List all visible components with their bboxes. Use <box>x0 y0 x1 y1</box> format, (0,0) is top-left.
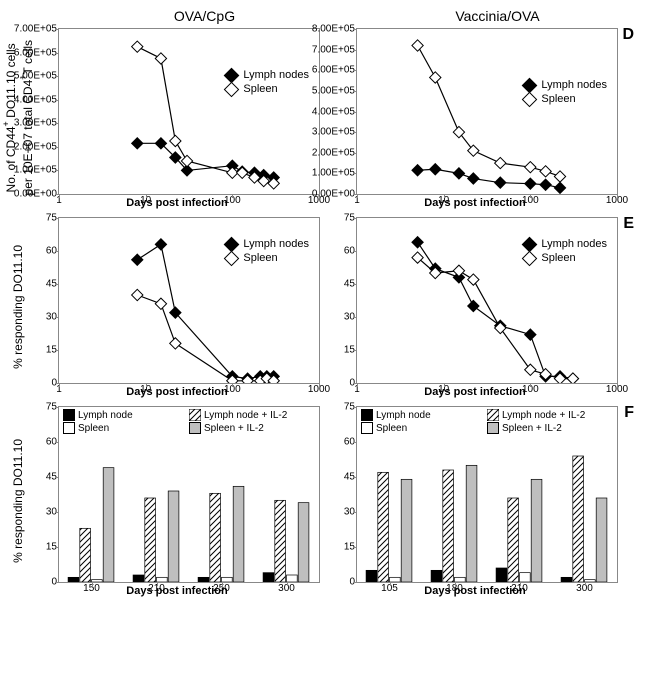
ytick: 7.00E+05 <box>14 24 59 35</box>
legend-lymph: Lymph nodes <box>522 238 607 250</box>
legend: Lymph nodes Spleen <box>522 79 607 107</box>
col-header-left: OVA/CpG <box>65 8 345 24</box>
legend-lnil2: Lymph node + IL-2 <box>487 409 613 421</box>
bar-legend: Lymph node Lymph node + IL-2SpleenSpleen… <box>361 409 613 435</box>
plot-D: 0.00E+001.00E+052.00E+053.00E+054.00E+05… <box>356 28 618 195</box>
ytick: 0.00E+00 <box>14 189 59 200</box>
row-3: % responding DO11.10 C 01530456075150210… <box>8 404 644 597</box>
legend-lnil2: Lymph node + IL-2 <box>189 409 315 421</box>
ytick: 6.00E+05 <box>312 65 357 76</box>
legend-spil2: Spleen + IL-2 <box>189 422 315 434</box>
ytick: 8.00E+05 <box>312 24 357 35</box>
legend-ln: Lymph node <box>63 409 189 421</box>
ytick: 5.00E+05 <box>312 85 357 96</box>
ytick: 3.00E+05 <box>312 127 357 138</box>
legend-sp: Spleen <box>63 422 189 434</box>
column-headers: OVA/CpG Vaccinia/OVA <box>8 8 644 24</box>
plot-B: 015304560751101001000Lymph nodesSpleen <box>58 217 320 384</box>
legend-lymph: Lymph nodes <box>224 238 309 250</box>
plot-E: 015304560751101001000Lymph nodesSpleen <box>356 217 618 384</box>
col-header-right: Vaccinia/OVA <box>358 8 638 24</box>
ylabel-r2: % responding DO11.10 <box>11 245 25 369</box>
legend: Lymph nodes Spleen <box>522 238 607 266</box>
legend: Lymph nodes Spleen <box>224 238 309 266</box>
legend-spleen: Spleen <box>522 252 607 264</box>
panel-E: E 015304560751101001000Lymph nodesSpleen… <box>326 215 624 398</box>
panel-A: A 0.00E+001.00E+052.00E+053.00E+054.00E+… <box>28 26 326 209</box>
panel-letter-E: E <box>623 215 634 233</box>
legend-spleen: Spleen <box>224 252 309 264</box>
ytick: 1.00E+05 <box>312 168 357 179</box>
ytick: 0.00E+00 <box>312 189 357 200</box>
ytick: 5.00E+05 <box>14 71 59 82</box>
plot-C: 01530456075150210250300 Lymph node Lymph… <box>58 406 320 583</box>
ytick: 7.00E+05 <box>312 44 357 55</box>
bar-legend: Lymph node Lymph node + IL-2SpleenSpleen… <box>63 409 315 435</box>
legend-spil2: Spleen + IL-2 <box>487 422 613 434</box>
plot-A: 0.00E+001.00E+052.00E+053.00E+054.00E+05… <box>58 28 320 195</box>
panel-F: F 01530456075105180210300 Lymph node Lym… <box>326 404 624 597</box>
panel-letter-D: D <box>622 26 634 44</box>
legend-lymph: Lymph nodes <box>522 79 607 91</box>
panel-letter-F: F <box>624 404 634 422</box>
legend: Lymph nodes Spleen <box>224 69 309 97</box>
ylabel-r3: % responding DO11.10 <box>11 439 25 563</box>
ytick: 6.00E+05 <box>14 47 59 58</box>
ytick: 2.00E+05 <box>14 141 59 152</box>
legend-sp: Spleen <box>361 422 487 434</box>
ytick: 1.00E+05 <box>14 165 59 176</box>
ytick: 2.00E+05 <box>312 147 357 158</box>
plot-F: 01530456075105180210300 Lymph node Lymph… <box>356 406 618 583</box>
panel-C: C 01530456075150210250300 Lymph node Lym… <box>28 404 326 597</box>
figure: OVA/CpG Vaccinia/OVA No. of CD44+ DO11.1… <box>8 8 644 603</box>
legend-spleen: Spleen <box>522 93 607 105</box>
legend-ln: Lymph node <box>361 409 487 421</box>
ytick: 3.00E+05 <box>14 118 59 129</box>
legend-lymph: Lymph nodes <box>224 69 309 81</box>
row-1: No. of CD44+ DO11.10 cellsper 10E+07 tot… <box>8 26 644 209</box>
row-2: % responding DO11.10 B 01530456075110100… <box>8 215 644 398</box>
legend-spleen: Spleen <box>224 83 309 95</box>
panel-D: D 0.00E+001.00E+052.00E+053.00E+054.00E+… <box>326 26 624 209</box>
ytick: 4.00E+05 <box>14 94 59 105</box>
panel-B: B 015304560751101001000Lymph nodesSpleen… <box>28 215 326 398</box>
ytick: 4.00E+05 <box>312 106 357 117</box>
